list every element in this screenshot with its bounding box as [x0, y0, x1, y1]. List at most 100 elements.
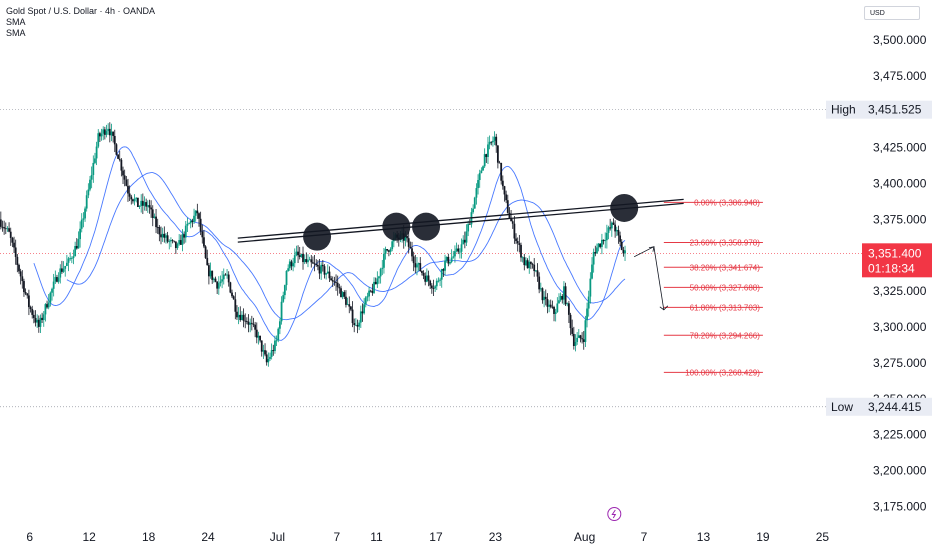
- candle: [184, 220, 187, 243]
- candle: [594, 245, 597, 257]
- candle: [19, 268, 22, 285]
- currency-selector[interactable]: USD: [864, 6, 920, 20]
- candle: [41, 312, 44, 324]
- candle: [455, 242, 458, 253]
- candle: [23, 278, 25, 297]
- candle: [624, 245, 626, 262]
- svg-text:61.80% (3,313.703): 61.80% (3,313.703): [690, 304, 761, 313]
- candle: [596, 243, 598, 254]
- candle: [140, 194, 143, 213]
- x-tick-label: 17: [429, 530, 443, 544]
- candle: [584, 315, 587, 348]
- candle: [206, 249, 209, 266]
- candle: [282, 291, 285, 303]
- candle: [188, 222, 190, 225]
- candle: [546, 293, 549, 314]
- candle: [295, 245, 298, 257]
- candle: [330, 275, 332, 281]
- candle: [51, 287, 53, 301]
- candle: [541, 287, 544, 304]
- candle: [325, 272, 328, 280]
- candle: [193, 208, 195, 225]
- candle: [610, 221, 613, 237]
- candle: [171, 239, 174, 244]
- candle: [619, 231, 621, 247]
- candle: [561, 294, 564, 304]
- candle: [80, 213, 83, 233]
- candle: [67, 256, 70, 272]
- sma-legend-1: SMA: [6, 17, 26, 27]
- y-tick-label: 3,425.000: [873, 141, 927, 155]
- candle: [255, 322, 258, 344]
- candle: [373, 277, 375, 295]
- candle: [531, 262, 534, 269]
- projection-arrow: [633, 246, 665, 310]
- arrow-head-icon: [659, 305, 669, 311]
- candle: [429, 279, 432, 290]
- candle: [358, 320, 361, 331]
- candle: [229, 281, 232, 294]
- svg-text:Low: Low: [831, 400, 853, 414]
- x-tick-label: 6: [26, 530, 33, 544]
- candle: [460, 238, 463, 259]
- candle: [445, 256, 448, 263]
- candle: [54, 270, 57, 284]
- candle: [6, 226, 9, 232]
- candle: [92, 155, 95, 183]
- candle: [32, 310, 35, 324]
- candle: [422, 270, 425, 280]
- candle: [259, 335, 261, 343]
- svg-text:100.00% (3,268.429): 100.00% (3,268.429): [685, 369, 760, 378]
- candle: [533, 258, 536, 277]
- candle: [181, 229, 184, 252]
- candle: [34, 310, 37, 327]
- candle: [508, 207, 511, 219]
- candle: [217, 276, 220, 295]
- candle: [478, 169, 481, 188]
- candle: [247, 314, 250, 333]
- candle: [234, 292, 237, 320]
- candle: [615, 226, 618, 237]
- candle: [135, 197, 138, 203]
- candle: [108, 122, 111, 143]
- candle: [591, 257, 593, 280]
- candle: [178, 234, 181, 246]
- candle: [369, 289, 372, 293]
- candle: [222, 268, 225, 285]
- candle: [183, 231, 186, 244]
- candle: [94, 152, 96, 165]
- candle: [260, 340, 263, 357]
- candle: [236, 305, 238, 321]
- candle: [389, 247, 392, 255]
- candle: [612, 218, 615, 225]
- fib-level: 50.00% (3,327.688): [663, 284, 763, 293]
- svg-text:0.00% (3,386.948): 0.00% (3,386.948): [694, 199, 760, 208]
- candle: [414, 254, 417, 274]
- candle: [232, 295, 235, 300]
- candle: [239, 306, 242, 322]
- candle: [189, 218, 192, 229]
- chart-legend: Gold Spot / U.S. Dollar · 4h · OANDA SMA…: [6, 6, 155, 39]
- low-label: Low 3,244.415: [826, 397, 932, 416]
- candle: [488, 135, 491, 150]
- candle: [148, 199, 151, 214]
- candle: [348, 296, 351, 314]
- arrow-head-icon: [648, 246, 655, 252]
- candle: [602, 239, 605, 245]
- candle: [321, 259, 324, 272]
- candle: [44, 303, 47, 322]
- candle: [356, 319, 359, 334]
- candle: [475, 183, 478, 205]
- candle: [473, 196, 476, 209]
- candle: [300, 253, 303, 258]
- candle: [472, 204, 475, 214]
- candle: [231, 289, 233, 298]
- candle: [170, 237, 172, 248]
- candle: [127, 178, 129, 202]
- candle: [331, 276, 334, 287]
- lightning-icon[interactable]: [607, 507, 622, 521]
- x-tick-label: 13: [697, 530, 711, 544]
- candle: [283, 284, 286, 300]
